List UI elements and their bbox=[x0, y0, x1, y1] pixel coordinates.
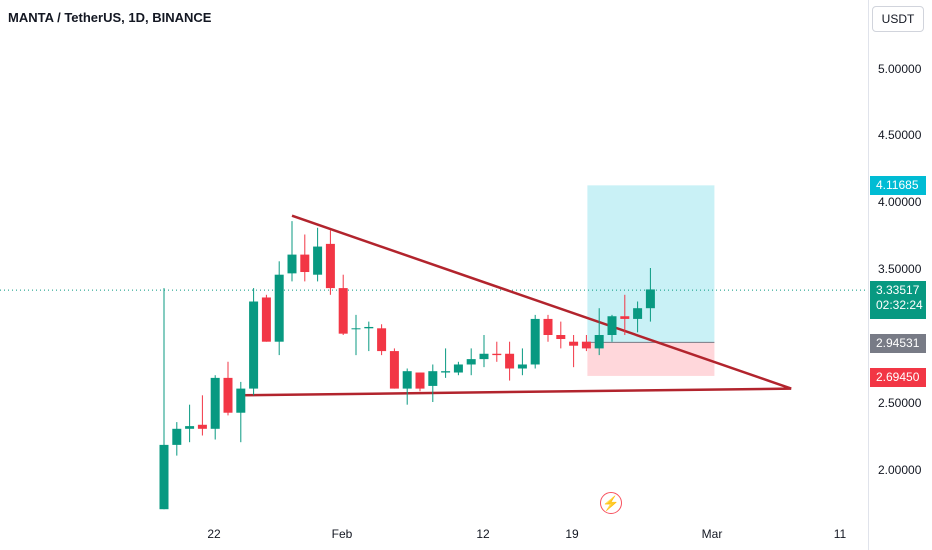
price-chart[interactable] bbox=[0, 0, 868, 520]
candle-body bbox=[313, 246, 323, 275]
candle-body bbox=[249, 301, 259, 389]
lightning-bolt-icon[interactable]: ⚡ bbox=[600, 492, 622, 514]
candle-body bbox=[505, 353, 515, 369]
currency-unit-button[interactable]: USDT bbox=[872, 6, 924, 32]
candle-body bbox=[338, 288, 348, 334]
current-price-label: 3.33517 02:32:24 bbox=[870, 281, 926, 319]
candle-body bbox=[594, 335, 604, 349]
candle-body bbox=[428, 371, 438, 386]
candle-body bbox=[441, 371, 451, 373]
candle-body bbox=[530, 318, 540, 365]
candle-body bbox=[185, 426, 195, 429]
candle-body bbox=[569, 341, 579, 346]
candle-body bbox=[543, 318, 553, 335]
candle-body bbox=[492, 353, 502, 356]
candle-body bbox=[620, 316, 630, 319]
chart-area[interactable] bbox=[0, 0, 868, 520]
symbol-title[interactable]: MANTA / TetherUS, 1D, BINANCE bbox=[8, 10, 212, 25]
candle-body bbox=[261, 297, 271, 342]
candle-countdown: 02:32:24 bbox=[876, 298, 923, 312]
price-tick: 4.00000 bbox=[878, 195, 922, 209]
candle-body bbox=[581, 341, 591, 349]
candle-body bbox=[351, 328, 361, 330]
candle-body bbox=[607, 316, 617, 335]
candle-body bbox=[210, 377, 220, 429]
price-axis-divider bbox=[868, 0, 869, 550]
candle-body bbox=[223, 377, 233, 413]
time-tick: 19 bbox=[565, 527, 579, 541]
candle-body bbox=[274, 274, 284, 342]
candle-body bbox=[517, 364, 527, 369]
support-trendline bbox=[240, 387, 792, 397]
price-tick: 2.00000 bbox=[878, 463, 922, 477]
time-tick: Feb bbox=[331, 527, 353, 541]
candle-body bbox=[364, 326, 374, 329]
time-tick: 22 bbox=[207, 527, 221, 541]
descending-trendline bbox=[291, 214, 792, 390]
entry-price-label: 2.94531 bbox=[870, 334, 926, 353]
candle-body bbox=[377, 328, 387, 352]
candle-body bbox=[453, 364, 463, 373]
candle-body bbox=[479, 353, 489, 360]
candle-body bbox=[236, 388, 246, 413]
time-tick: 12 bbox=[476, 527, 490, 541]
loss-zone bbox=[587, 342, 715, 376]
candle-body bbox=[415, 372, 425, 389]
candle-body bbox=[556, 335, 566, 340]
candle-body bbox=[197, 424, 207, 429]
candle-body bbox=[172, 428, 182, 445]
candle-body bbox=[300, 254, 310, 273]
time-tick: Mar bbox=[701, 527, 723, 541]
take-profit-price-label: 4.11685 bbox=[870, 176, 926, 195]
stop-loss-price-label: 2.69450 bbox=[870, 368, 926, 387]
candle-body bbox=[402, 371, 412, 389]
candle-body bbox=[389, 351, 399, 389]
candle-body bbox=[466, 359, 476, 365]
price-tick: 5.00000 bbox=[878, 62, 922, 76]
current-price-value: 3.33517 bbox=[876, 283, 920, 297]
candle-body bbox=[159, 444, 169, 510]
candle-body bbox=[287, 254, 297, 274]
price-tick: 3.50000 bbox=[878, 262, 922, 276]
time-tick: 11 bbox=[833, 527, 847, 541]
price-tick: 2.50000 bbox=[878, 396, 922, 410]
candle-body bbox=[645, 289, 655, 309]
candle-body bbox=[325, 243, 335, 289]
price-tick: 4.50000 bbox=[878, 128, 922, 142]
candle-body bbox=[633, 308, 643, 319]
